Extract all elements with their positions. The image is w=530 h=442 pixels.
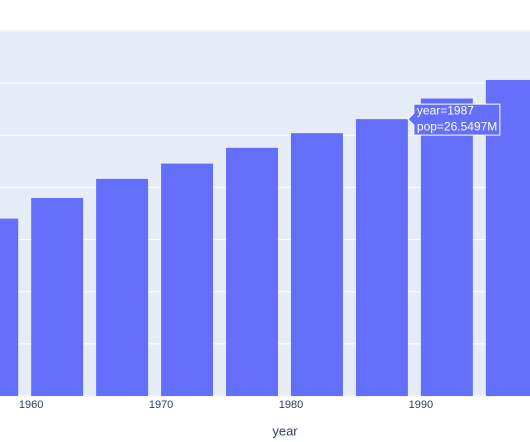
x-axis-title: year <box>272 423 298 438</box>
hover-text: year=1987 <box>417 103 474 117</box>
bar <box>96 178 149 396</box>
x-tick-label: 1980 <box>279 399 303 411</box>
hover-box <box>407 103 501 136</box>
x-tick-label: 1960 <box>19 399 43 411</box>
bar <box>161 163 214 396</box>
bar <box>355 119 408 396</box>
bar <box>31 198 84 396</box>
bar <box>290 133 343 397</box>
hover-label: year=1987 pop=26.5497M <box>407 103 501 136</box>
bar <box>0 218 19 396</box>
x-tick-label: 1990 <box>409 399 433 411</box>
bar <box>420 98 473 396</box>
bar <box>226 147 278 396</box>
hover-text: pop=26.5497M <box>417 119 497 133</box>
x-tick-label: 1970 <box>149 399 173 411</box>
